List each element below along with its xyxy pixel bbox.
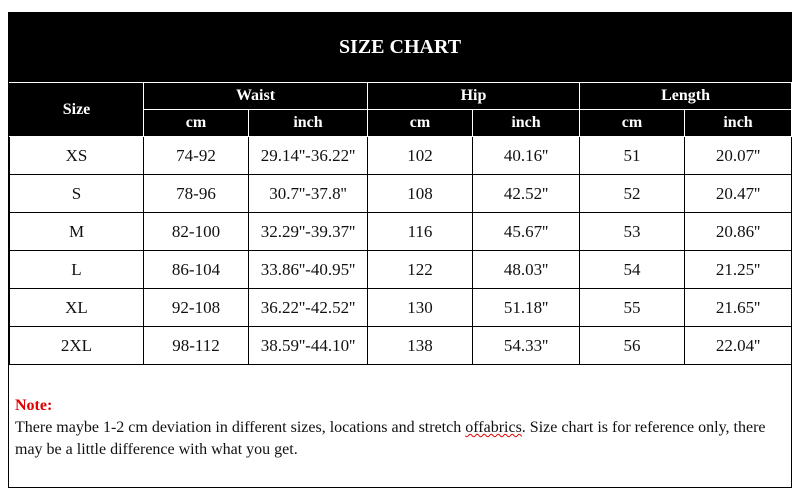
cell-length-cm: 55 xyxy=(579,288,686,327)
note-text: There maybe 1-2 cm deviation in differen… xyxy=(15,417,785,461)
header-size: Size xyxy=(9,82,144,137)
cell-length-cm: 56 xyxy=(579,326,686,365)
cell-length-inch: 20.47'' xyxy=(684,174,793,213)
size-chart-title: SIZE CHART xyxy=(9,13,791,82)
header-waist: Waist xyxy=(143,82,368,110)
cell-hip-inch: 54.33'' xyxy=(471,326,581,365)
size-chart-frame: SIZE CHART Size Waist Hip Length cm inch… xyxy=(8,12,793,488)
cell-hip-cm: 138 xyxy=(367,326,473,365)
table-row: XS 74-92 29.14''-36.22'' 102 40.16'' 51 … xyxy=(9,136,793,175)
cell-hip-cm: 122 xyxy=(367,250,473,289)
header-length-cm: cm xyxy=(579,109,686,137)
cell-hip-cm: 116 xyxy=(367,212,473,251)
table-row: S 78-96 30.7''-37.8'' 108 42.52'' 52 20.… xyxy=(9,174,793,213)
cell-length-inch: 21.65'' xyxy=(684,288,793,327)
cell-hip-cm: 108 xyxy=(367,174,473,213)
cell-waist-inch: 30.7''-37.8'' xyxy=(248,174,368,213)
cell-waist-inch: 32.29''-39.37'' xyxy=(248,212,368,251)
table-row: L 86-104 33.86''-40.95'' 122 48.03'' 54 … xyxy=(9,250,793,289)
note-label: Note: xyxy=(15,397,53,414)
cell-length-inch: 21.25'' xyxy=(684,250,793,289)
header-waist-inch: inch xyxy=(248,109,368,137)
header-waist-cm: cm xyxy=(143,109,249,137)
cell-size: S xyxy=(9,174,144,213)
cell-waist-inch: 33.86''-40.95'' xyxy=(248,250,368,289)
cell-size: 2XL xyxy=(9,326,144,365)
cell-hip-cm: 130 xyxy=(367,288,473,327)
header-hip-inch: inch xyxy=(471,109,581,137)
cell-length-inch: 20.07'' xyxy=(684,136,793,175)
table-row: 2XL 98-112 38.59''-44.10'' 138 54.33'' 5… xyxy=(9,326,793,365)
cell-size: M xyxy=(9,212,144,251)
cell-size: L xyxy=(9,250,144,289)
cell-waist-cm: 98-112 xyxy=(143,326,249,365)
cell-waist-cm: 92-108 xyxy=(143,288,249,327)
note-text-start: There maybe 1-2 cm deviation in differen… xyxy=(15,419,466,436)
note-text-end: . Size chart is for reference only, ther… xyxy=(15,419,766,458)
cell-hip-inch: 48.03'' xyxy=(471,250,581,289)
header-length-inch: inch xyxy=(684,109,793,137)
header-length: Length xyxy=(579,82,793,110)
cell-waist-inch: 38.59''-44.10'' xyxy=(248,326,368,365)
cell-hip-inch: 51.18'' xyxy=(471,288,581,327)
table-row: M 82-100 32.29''-39.37'' 116 45.67'' 53 … xyxy=(9,212,793,251)
table-row: XL 92-108 36.22''-42.52'' 130 51.18'' 55… xyxy=(9,288,793,327)
cell-hip-inch: 42.52'' xyxy=(471,174,581,213)
note-text-misspelled: offabrics xyxy=(465,419,522,436)
cell-length-cm: 51 xyxy=(579,136,686,175)
cell-hip-inch: 40.16'' xyxy=(471,136,581,175)
cell-hip-cm: 102 xyxy=(367,136,473,175)
cell-length-inch: 22.04'' xyxy=(684,326,793,365)
header-hip-cm: cm xyxy=(367,109,473,137)
cell-hip-inch: 45.67'' xyxy=(471,212,581,251)
cell-length-cm: 53 xyxy=(579,212,686,251)
cell-waist-cm: 78-96 xyxy=(143,174,249,213)
header-hip: Hip xyxy=(366,82,581,110)
cell-waist-cm: 74-92 xyxy=(143,136,249,175)
cell-length-cm: 54 xyxy=(579,250,686,289)
note-block: Note: There maybe 1-2 cm deviation in di… xyxy=(15,395,785,461)
cell-waist-cm: 82-100 xyxy=(143,212,249,251)
cell-size: XL xyxy=(9,288,144,327)
cell-waist-inch: 29.14''-36.22'' xyxy=(248,136,368,175)
size-chart-table: Size Waist Hip Length cm inch cm inch cm… xyxy=(9,82,793,365)
cell-waist-cm: 86-104 xyxy=(143,250,249,289)
cell-length-cm: 52 xyxy=(579,174,686,213)
cell-length-inch: 20.86'' xyxy=(684,212,793,251)
cell-waist-inch: 36.22''-42.52'' xyxy=(248,288,368,327)
cell-size: XS xyxy=(9,136,144,175)
